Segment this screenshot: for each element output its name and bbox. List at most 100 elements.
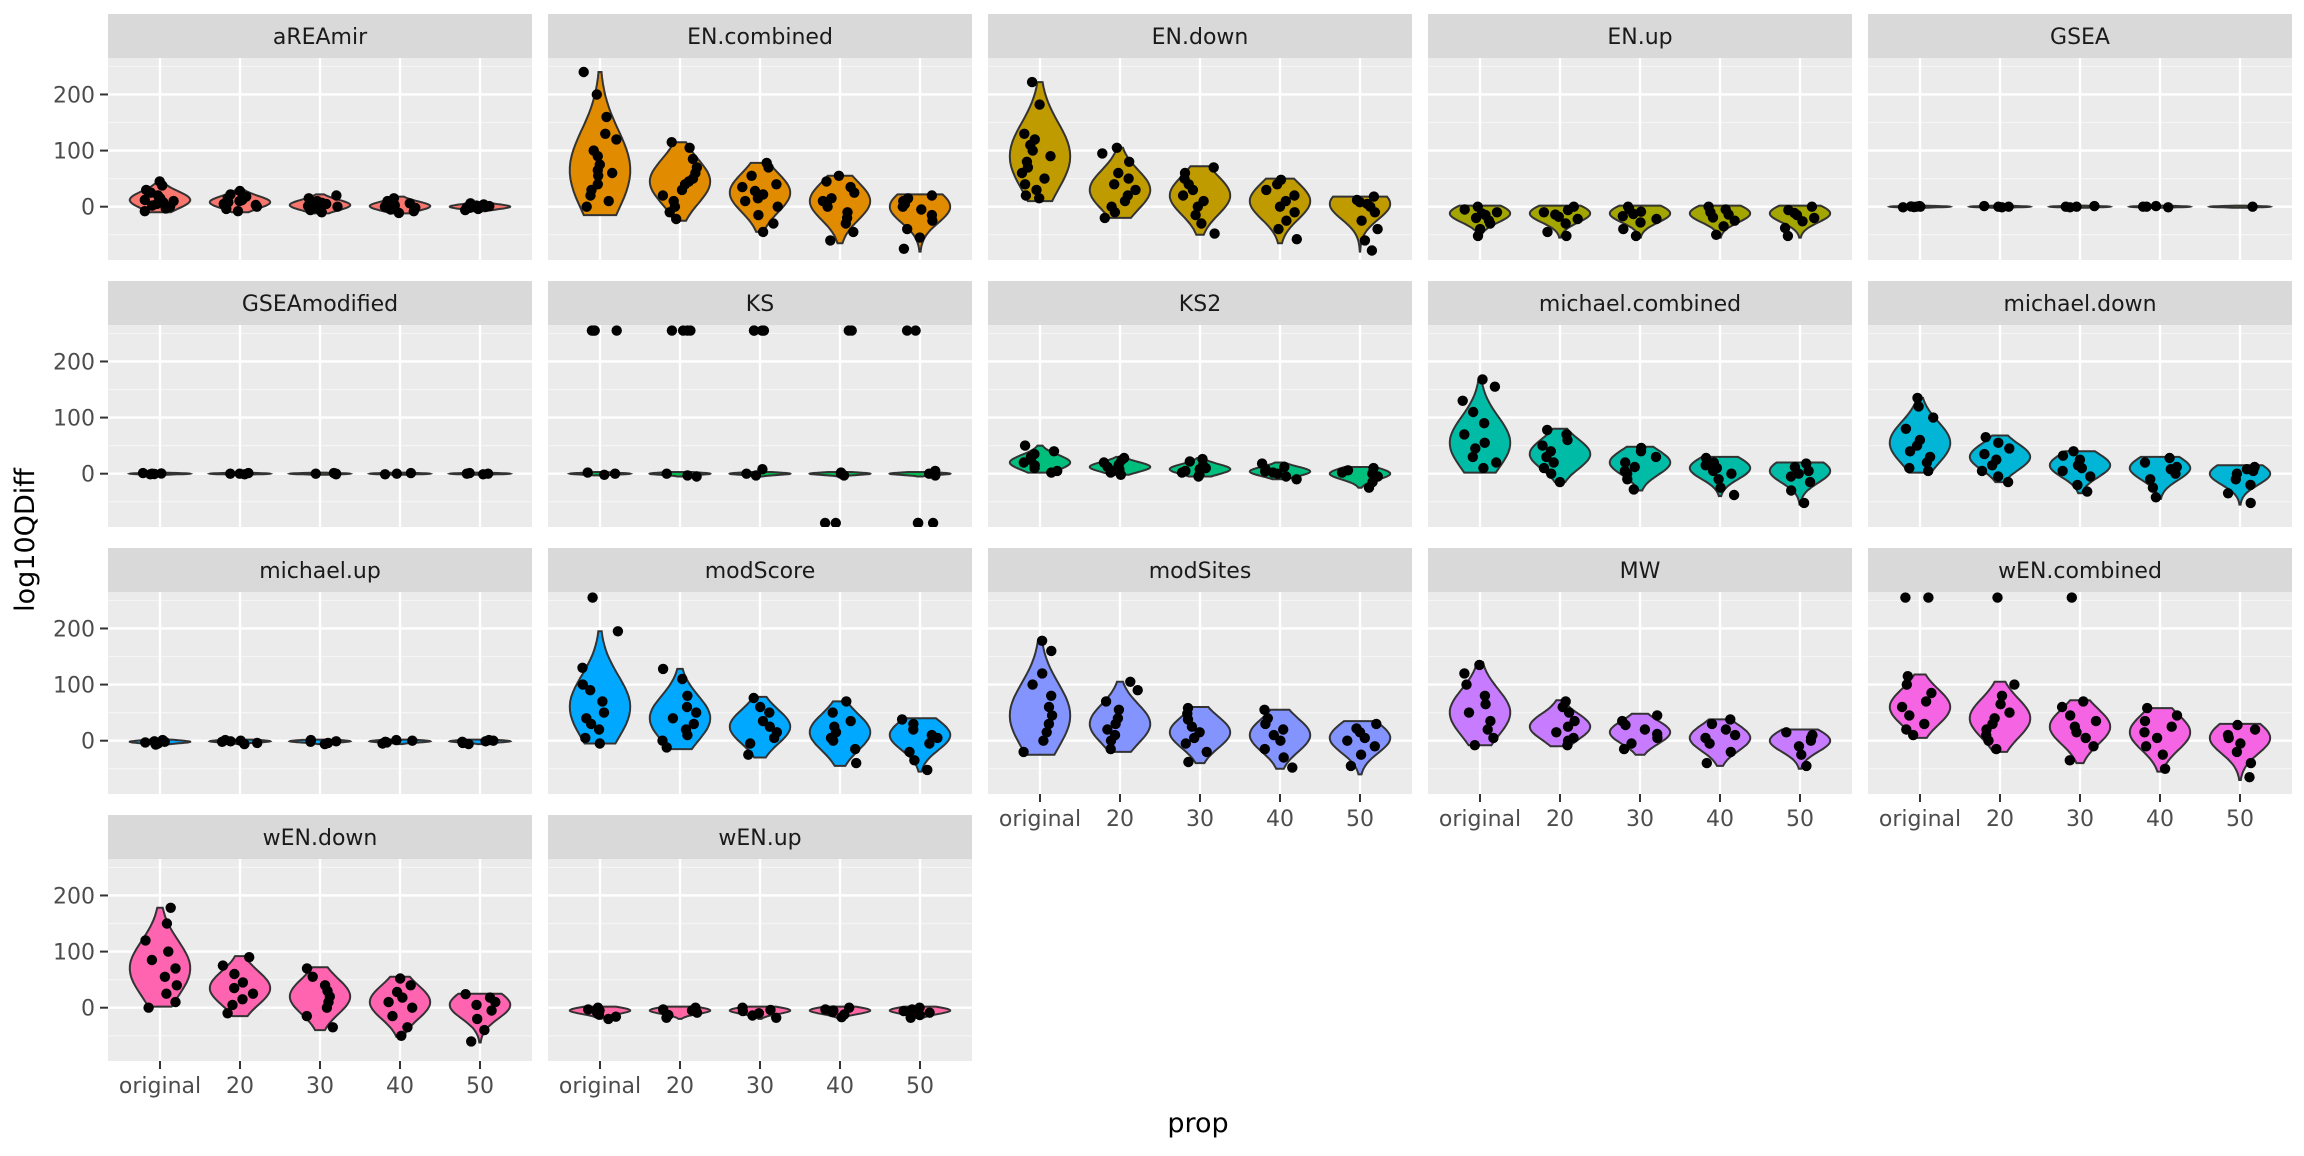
data-point [1715, 482, 1726, 493]
data-point [1036, 635, 1048, 646]
data-point [922, 764, 933, 776]
data-point [2245, 479, 2256, 491]
data-point [140, 935, 151, 946]
data-point [930, 470, 941, 481]
data-point [664, 207, 675, 218]
data-point [1278, 724, 1289, 735]
data-point [1018, 457, 1029, 468]
data-point [826, 193, 837, 204]
data-point [1026, 76, 1038, 88]
data-point [768, 218, 779, 229]
data-point [1046, 645, 1057, 657]
panel-marks [568, 1002, 952, 1025]
panel-marks [1448, 374, 1832, 509]
data-point [1189, 732, 1200, 744]
data-point [1546, 468, 1557, 479]
panel-marks [126, 467, 514, 480]
y-tick-label: 0 [81, 997, 95, 1022]
facet-strip [108, 281, 532, 325]
data-point [740, 195, 751, 207]
data-point [657, 663, 669, 675]
facet-strip [108, 548, 532, 592]
data-point [1208, 162, 1219, 173]
facet-strip [1428, 548, 1852, 592]
data-point [607, 167, 618, 179]
data-point [247, 988, 259, 999]
data-point [737, 1005, 749, 1017]
data-point [1537, 440, 1548, 451]
data-point [1038, 735, 1049, 746]
data-point [1489, 381, 1501, 392]
facet-panel: michael.combined [1428, 281, 1852, 527]
facet-title: GSEAmodified [242, 292, 398, 317]
data-point [1803, 465, 1814, 477]
data-point [901, 325, 913, 336]
data-point [225, 468, 236, 479]
data-point [490, 996, 501, 1008]
data-point [1923, 592, 1934, 603]
data-point [2248, 465, 2259, 477]
facet-panel: michael.down [1868, 281, 2292, 527]
facet-strip [108, 815, 532, 859]
data-point [737, 181, 748, 193]
data-point [225, 736, 236, 747]
x-tick-label: 50 [1786, 807, 1814, 832]
data-point [747, 1010, 758, 1021]
x-tick-label: 20 [226, 1074, 254, 1099]
facet-panel: modSites original 20 30 40 50 [988, 548, 1412, 832]
data-point [745, 738, 756, 749]
data-point [914, 1009, 925, 1021]
data-point [2166, 721, 2177, 732]
data-point [661, 468, 672, 479]
data-point [908, 724, 919, 735]
data-point [1900, 592, 1911, 603]
data-point [1190, 209, 1201, 221]
facet-title: aREAmir [273, 25, 368, 50]
data-point [1618, 743, 1630, 755]
data-point [463, 738, 474, 750]
data-point [1272, 179, 1283, 190]
data-point [757, 226, 769, 238]
data-point [896, 714, 908, 725]
x-tick-label: original [999, 807, 1081, 832]
data-point [681, 701, 693, 713]
data-point [1180, 738, 1192, 749]
facet-title: EN.up [1607, 25, 1672, 50]
data-point [1099, 212, 1111, 224]
data-point [1366, 245, 1378, 256]
data-point [764, 707, 775, 718]
data-point [488, 735, 499, 746]
data-point [1630, 230, 1642, 242]
data-point [1801, 760, 1812, 772]
data-point [593, 724, 605, 735]
data-point [827, 707, 838, 718]
data-point [1572, 213, 1583, 225]
data-point [601, 111, 612, 123]
data-point [1913, 401, 1924, 412]
facet-title: michael.combined [1539, 292, 1741, 317]
data-point [752, 193, 764, 204]
facet-panel: wEN.combined original 20 30 40 50 [1868, 548, 2292, 832]
data-point [237, 994, 248, 1005]
data-point [1459, 668, 1470, 679]
data-point [676, 184, 688, 196]
data-point [909, 755, 920, 766]
data-point [1274, 201, 1286, 212]
data-point [1718, 221, 1729, 232]
facet-strip [988, 281, 1412, 325]
data-point [1457, 395, 1468, 406]
data-point [1482, 724, 1493, 735]
data-point [2151, 732, 2163, 744]
data-point [301, 963, 313, 974]
data-point [2157, 749, 2168, 760]
facet-strip [108, 14, 532, 58]
data-point [1650, 451, 1662, 463]
data-point [1027, 145, 1038, 156]
data-point [1186, 721, 1198, 732]
data-point [612, 626, 624, 637]
data-point [1289, 207, 1300, 218]
data-point [2088, 741, 2099, 752]
data-point [593, 1009, 605, 1020]
data-point [1562, 434, 1573, 446]
